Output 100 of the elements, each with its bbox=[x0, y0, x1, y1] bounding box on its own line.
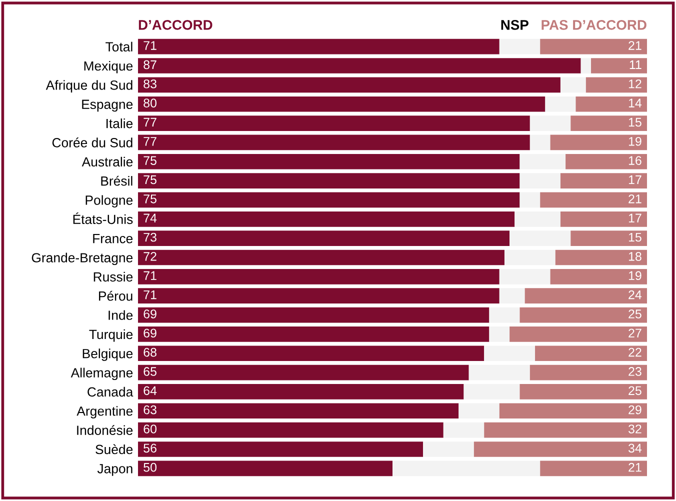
bar bbox=[468, 364, 530, 380]
y-tick-label: Pérou bbox=[99, 290, 132, 301]
data-label: 14 bbox=[628, 98, 642, 108]
data-label: 21 bbox=[628, 194, 642, 204]
bar bbox=[458, 403, 500, 419]
bar bbox=[138, 154, 520, 170]
data-label: 24 bbox=[628, 290, 642, 300]
bar bbox=[499, 38, 540, 54]
data-label: 12 bbox=[628, 79, 642, 88]
data-label: 15 bbox=[628, 118, 642, 127]
bar bbox=[138, 346, 484, 362]
y-tick-label: Grande-Bretagne bbox=[32, 252, 133, 266]
y-tick-label: Indonésie bbox=[77, 425, 133, 435]
data-label: 29 bbox=[628, 405, 642, 414]
data-label: 17 bbox=[628, 175, 642, 184]
data-label: 71 bbox=[144, 290, 156, 300]
data-label: 50 bbox=[144, 462, 157, 472]
data-label: 80 bbox=[144, 98, 157, 108]
data-label: 72 bbox=[144, 252, 156, 261]
y-tick-label: Argentine bbox=[76, 406, 133, 418]
data-label: 65 bbox=[144, 367, 156, 376]
series-label: D’ACCORD bbox=[138, 20, 212, 30]
data-label: 75 bbox=[144, 175, 156, 184]
bar bbox=[484, 346, 536, 362]
bar bbox=[499, 269, 550, 284]
y-tick-label: Italie bbox=[106, 118, 133, 128]
bar bbox=[540, 38, 647, 54]
data-label: 25 bbox=[628, 386, 642, 396]
bar bbox=[530, 134, 550, 150]
data-label: 25 bbox=[628, 310, 642, 318]
bar bbox=[530, 364, 647, 380]
bar bbox=[138, 422, 444, 438]
bar bbox=[464, 384, 520, 400]
bar bbox=[423, 442, 474, 457]
data-label: 34 bbox=[628, 444, 642, 453]
bar bbox=[570, 230, 647, 246]
data-label: 87 bbox=[144, 60, 156, 70]
bar bbox=[138, 384, 464, 400]
bar bbox=[566, 154, 647, 170]
bar bbox=[524, 288, 647, 304]
y-tick-label: Canada bbox=[88, 386, 134, 397]
series-label: PAS D’ACCORD bbox=[542, 20, 646, 30]
data-label: 22 bbox=[628, 348, 642, 357]
bar bbox=[520, 307, 647, 323]
bar bbox=[560, 173, 647, 188]
data-label: 71 bbox=[144, 41, 156, 50]
bar bbox=[514, 211, 560, 227]
bar bbox=[489, 307, 520, 323]
y-tick-label: Russie bbox=[94, 272, 133, 282]
y-tick-label: États-Unis bbox=[73, 212, 133, 224]
data-label: 64 bbox=[144, 386, 157, 396]
bar bbox=[510, 230, 571, 246]
data-label: 73 bbox=[144, 232, 156, 242]
bar bbox=[138, 134, 530, 150]
data-label: 56 bbox=[144, 444, 156, 453]
bar bbox=[138, 364, 469, 380]
data-label: 77 bbox=[144, 137, 156, 146]
y-tick-label: Australie bbox=[82, 156, 133, 167]
data-label: 19 bbox=[628, 136, 642, 146]
y-tick-label: Pologne bbox=[86, 195, 133, 208]
data-label: 71 bbox=[144, 271, 156, 280]
bar bbox=[443, 422, 484, 438]
bar bbox=[540, 192, 647, 208]
data-label: 21 bbox=[628, 462, 642, 472]
bar bbox=[576, 96, 647, 112]
data-label: 83 bbox=[144, 79, 156, 88]
bar bbox=[499, 288, 525, 304]
y-tick-label: Corée du Sud bbox=[52, 138, 132, 148]
data-label: 21 bbox=[628, 41, 642, 50]
bar bbox=[586, 77, 647, 93]
bar bbox=[540, 460, 647, 476]
data-label: 75 bbox=[144, 156, 156, 165]
bar bbox=[138, 460, 392, 476]
y-tick-label: Belgique bbox=[82, 348, 133, 361]
y-tick-label: Espagne bbox=[82, 100, 133, 112]
y-tick-label: Total bbox=[106, 42, 132, 52]
bar bbox=[138, 442, 424, 457]
y-tick-label: Suède bbox=[96, 444, 133, 454]
y-tick-label: Brésil bbox=[101, 176, 132, 186]
bar bbox=[560, 77, 586, 93]
bar bbox=[138, 116, 530, 131]
bar bbox=[138, 230, 510, 246]
bar bbox=[138, 77, 560, 93]
y-tick-label: France bbox=[93, 234, 133, 244]
y-tick-label: Japon bbox=[97, 464, 132, 476]
bar bbox=[138, 250, 504, 266]
bar bbox=[489, 326, 510, 342]
bar bbox=[138, 192, 520, 208]
bar bbox=[138, 211, 515, 227]
bar bbox=[510, 326, 647, 342]
y-tick-label: Afrique du Sud bbox=[46, 80, 132, 92]
data-label: 16 bbox=[628, 156, 642, 165]
bar bbox=[484, 422, 647, 438]
bar bbox=[474, 442, 647, 457]
data-label: 23 bbox=[628, 367, 642, 376]
data-label: 19 bbox=[628, 271, 642, 280]
bar bbox=[138, 403, 459, 419]
bar bbox=[138, 173, 520, 188]
bar bbox=[520, 173, 560, 188]
data-label: 75 bbox=[144, 194, 156, 204]
